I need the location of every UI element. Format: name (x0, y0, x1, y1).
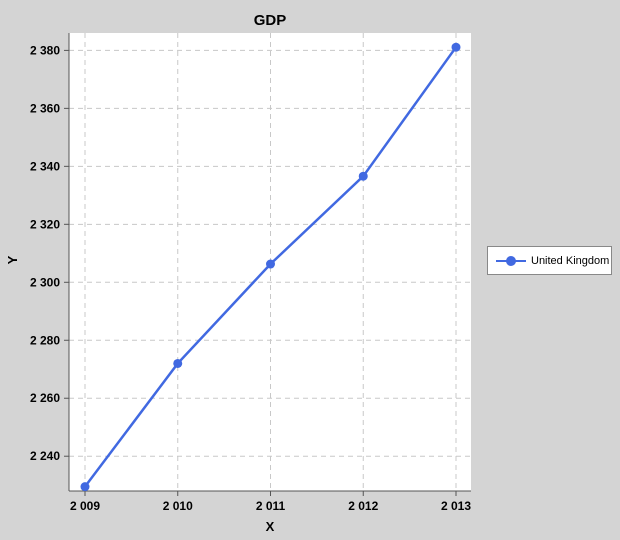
x-tick-label: 2 012 (348, 499, 378, 513)
y-tick-label: 2 260 (30, 391, 60, 405)
legend-marker (506, 256, 516, 266)
x-ticks: 2 009 2 010 2 011 2 012 2 013 (70, 491, 471, 513)
y-tick-label: 2 280 (30, 333, 60, 347)
data-point (451, 42, 461, 52)
data-point (173, 358, 183, 368)
y-tick-label: 2 240 (30, 449, 60, 463)
x-tick-label: 2 009 (70, 499, 100, 513)
x-tick-label: 2 010 (163, 499, 193, 513)
data-point (266, 259, 275, 269)
data-point (358, 171, 368, 181)
legend: United Kingdom (487, 246, 612, 275)
x-tick-label: 2 013 (441, 499, 471, 513)
x-axis-label: X (266, 519, 275, 534)
y-tick-label: 2 380 (30, 43, 60, 57)
y-tick-label: 2 360 (30, 101, 60, 115)
x-tick-label: 2 011 (256, 499, 286, 513)
chart-title: GDP (254, 12, 287, 29)
y-axis-label: Y (5, 255, 20, 264)
series-layer (80, 42, 461, 492)
y-tick-label: 2 300 (30, 275, 60, 289)
legend-label: United Kingdom (531, 255, 610, 267)
y-tick-label: 2 320 (30, 217, 60, 231)
y-tick-label: 2 340 (30, 159, 60, 173)
data-point (80, 482, 90, 492)
y-ticks: 2 240 2 260 2 280 2 300 2 320 2 340 2 360 2 380 (30, 43, 69, 463)
